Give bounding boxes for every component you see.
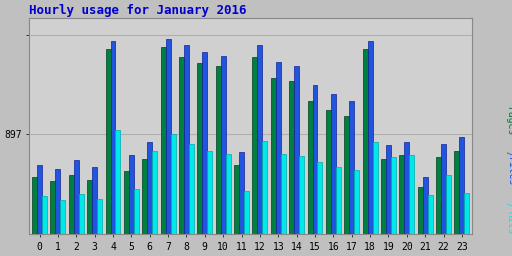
Bar: [326, 110, 331, 234]
Bar: [51, 181, 55, 234]
Bar: [368, 41, 373, 234]
Bar: [271, 78, 276, 234]
Bar: [349, 101, 354, 234]
Bar: [464, 193, 470, 234]
Bar: [124, 171, 129, 234]
Bar: [244, 191, 249, 234]
Text: /: /: [505, 145, 512, 162]
Bar: [152, 151, 157, 234]
Bar: [37, 165, 42, 234]
Bar: [170, 134, 176, 234]
Bar: [428, 195, 433, 234]
Bar: [161, 47, 165, 234]
Bar: [317, 162, 323, 234]
Bar: [373, 142, 377, 234]
Bar: [69, 175, 74, 234]
Bar: [202, 52, 207, 234]
Bar: [239, 152, 244, 234]
Bar: [79, 194, 83, 234]
Bar: [423, 177, 428, 234]
Bar: [74, 160, 79, 234]
Bar: [455, 151, 459, 234]
Bar: [276, 62, 281, 234]
Bar: [258, 45, 262, 234]
Bar: [436, 157, 441, 234]
Bar: [362, 49, 368, 234]
Bar: [344, 116, 349, 234]
Text: Hits: Hits: [505, 211, 512, 234]
Text: Hourly usage for January 2016: Hourly usage for January 2016: [29, 4, 247, 17]
Text: Files: Files: [505, 157, 512, 186]
Bar: [197, 63, 202, 234]
Bar: [336, 167, 341, 234]
Text: /: /: [505, 196, 512, 214]
Bar: [55, 168, 60, 234]
Bar: [179, 57, 184, 234]
Bar: [129, 155, 134, 234]
Bar: [147, 142, 152, 234]
Bar: [312, 85, 317, 234]
Bar: [381, 158, 386, 234]
Bar: [354, 170, 359, 234]
Bar: [418, 187, 423, 234]
Bar: [262, 141, 267, 234]
Bar: [234, 165, 239, 234]
Bar: [207, 151, 212, 234]
Bar: [142, 158, 147, 234]
Bar: [308, 101, 312, 234]
Bar: [441, 144, 446, 234]
Bar: [116, 130, 120, 234]
Bar: [331, 94, 336, 234]
Bar: [60, 200, 66, 234]
Bar: [134, 189, 139, 234]
Bar: [404, 142, 409, 234]
Bar: [87, 180, 92, 234]
Bar: [111, 41, 116, 234]
Bar: [189, 144, 194, 234]
Bar: [221, 56, 226, 234]
Bar: [391, 157, 396, 234]
Bar: [459, 137, 464, 234]
Bar: [32, 177, 37, 234]
Bar: [409, 155, 414, 234]
Bar: [289, 81, 294, 234]
Bar: [226, 154, 230, 234]
Bar: [299, 156, 304, 234]
Text: Pages: Pages: [505, 106, 512, 135]
Bar: [184, 45, 189, 234]
Bar: [97, 199, 102, 234]
Bar: [446, 175, 451, 234]
Bar: [105, 49, 111, 234]
Bar: [386, 145, 391, 234]
Bar: [281, 154, 286, 234]
Bar: [216, 66, 221, 234]
Bar: [165, 39, 170, 234]
Bar: [92, 167, 97, 234]
Bar: [294, 66, 299, 234]
Bar: [399, 155, 404, 234]
Bar: [42, 196, 47, 234]
Bar: [252, 57, 258, 234]
